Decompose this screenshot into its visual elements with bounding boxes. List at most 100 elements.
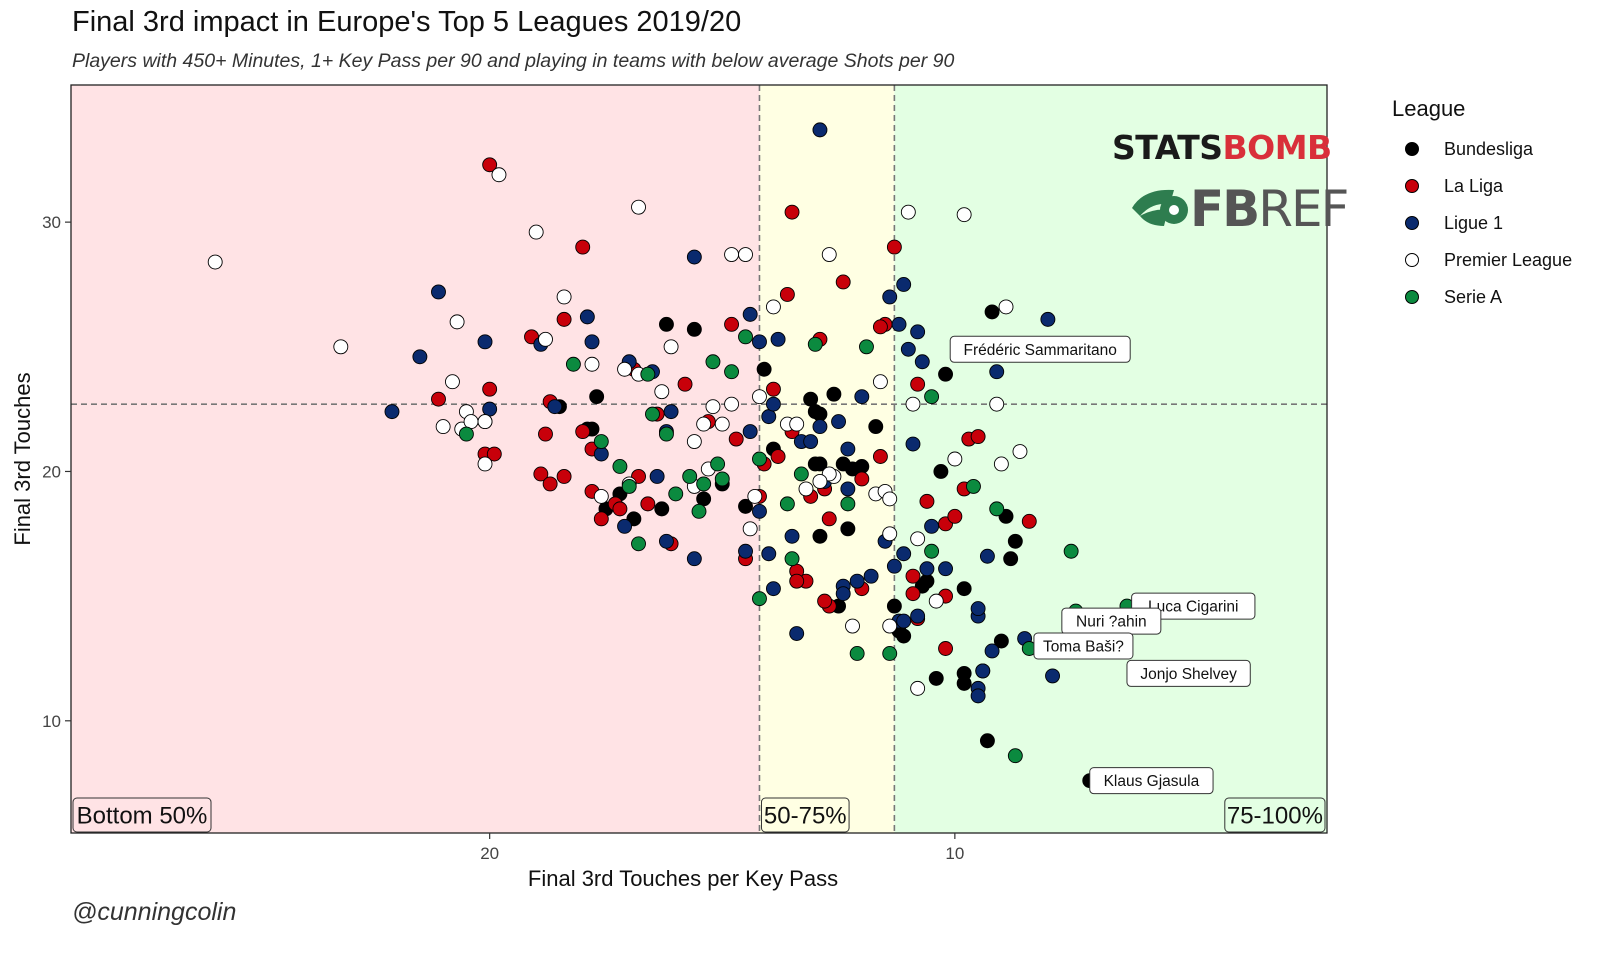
- data-point-premier-league: [872, 374, 888, 390]
- legend-dot-la-liga: [1405, 179, 1419, 193]
- zone-label-box: [1224, 797, 1326, 833]
- data-point-premier-league: [947, 451, 963, 467]
- data-point-ligue-1: [761, 546, 777, 562]
- data-point-premier-league: [752, 389, 767, 405]
- data-point-la-liga: [593, 511, 609, 527]
- data-point-la-liga: [542, 476, 558, 492]
- data-point-serie-a: [696, 476, 712, 492]
- data-point-premier-league: [882, 491, 898, 507]
- data-point-serie-a: [631, 536, 646, 552]
- annotation-box: [1131, 592, 1256, 620]
- data-point-ligue-1: [384, 404, 400, 420]
- legend-item-serie-a: Serie A: [1405, 283, 1502, 311]
- legend-item-la-liga: La Liga: [1405, 172, 1503, 200]
- data-point-premier-league: [449, 314, 465, 330]
- data-point-premier-league: [928, 593, 944, 609]
- data-point-premier-league: [333, 339, 349, 355]
- data-point-premier-league: [798, 481, 814, 497]
- data-point-serie-a: [710, 456, 726, 472]
- annotation-label: Luca Cigarini: [1148, 599, 1238, 616]
- legend-label-premier-league: Premier League: [1444, 249, 1573, 270]
- data-point-ligue-1: [812, 122, 828, 138]
- zone-label: 50-75%: [764, 803, 847, 830]
- data-point-la-liga: [482, 381, 498, 397]
- data-point-la-liga: [821, 511, 837, 527]
- data-point-la-liga: [910, 376, 926, 392]
- y-tick-label: 10: [42, 712, 61, 731]
- data-point-serie-a: [738, 329, 753, 345]
- data-point-ligue-1: [919, 561, 935, 577]
- data-point-bundesliga: [835, 456, 851, 472]
- data-point-serie-a: [668, 486, 684, 502]
- data-point-serie-a: [705, 354, 721, 370]
- data-point-la-liga: [817, 593, 833, 609]
- data-point-premier-league: [747, 488, 763, 504]
- annotation-label: Nuri ?ahin: [1076, 614, 1147, 631]
- annotation-label: Toma Baši?: [1043, 639, 1124, 656]
- data-point-ligue-1: [896, 546, 912, 562]
- data-point-premier-league: [714, 416, 730, 432]
- data-point-la-liga: [854, 471, 870, 487]
- data-point-la-liga: [905, 568, 921, 584]
- data-point-premier-league: [705, 399, 721, 415]
- data-point-ligue-1: [686, 249, 702, 265]
- data-point-premier-league: [905, 396, 921, 412]
- data-point-serie-a: [682, 469, 698, 484]
- data-point-bundesliga: [812, 456, 828, 472]
- data-point-ligue-1: [784, 528, 800, 544]
- statsbomb-logo-text-b: BOMB: [1222, 128, 1332, 167]
- data-point-ligue-1: [863, 568, 879, 584]
- data-point-premier-league: [696, 416, 712, 432]
- data-point-premier-league: [724, 396, 740, 412]
- data-point-premier-league: [789, 416, 805, 432]
- annotation-box: [1126, 659, 1251, 687]
- data-point-ligue-1: [789, 626, 805, 641]
- data-point-la-liga: [431, 391, 446, 407]
- data-point-bundesliga: [756, 361, 772, 377]
- data-point-ligue-1: [742, 424, 758, 440]
- data-point-ligue-1: [482, 401, 498, 417]
- data-point-serie-a: [714, 471, 730, 487]
- data-point-serie-a: [924, 543, 940, 559]
- data-point-premier-league: [845, 618, 860, 634]
- data-point-bundesliga: [696, 491, 712, 507]
- data-point-ligue-1: [914, 354, 930, 370]
- data-point-serie-a: [989, 501, 1005, 517]
- data-point-la-liga: [728, 431, 744, 447]
- data-point-serie-a: [593, 434, 609, 449]
- data-point-premier-league: [989, 396, 1005, 412]
- fbref-logo-text-b: REF: [1258, 180, 1349, 238]
- data-point-la-liga: [947, 508, 963, 524]
- data-point-bundesliga: [886, 598, 902, 614]
- legend-dot-premier-league: [1405, 253, 1419, 267]
- data-point-premier-league: [538, 331, 553, 347]
- data-point-bundesliga: [840, 521, 856, 537]
- data-point-la-liga: [575, 239, 591, 255]
- data-point-la-liga: [556, 311, 572, 327]
- data-point-bundesliga: [686, 321, 702, 337]
- data-point-ligue-1: [649, 469, 665, 484]
- data-point-ligue-1: [584, 334, 600, 350]
- data-point-ligue-1: [752, 334, 767, 350]
- data-point-la-liga: [538, 426, 553, 442]
- data-point-bundesliga: [956, 581, 972, 597]
- data-point-bundesliga: [956, 665, 972, 681]
- data-point-premier-league: [765, 299, 781, 315]
- data-point-la-liga: [919, 493, 935, 509]
- data-point-la-liga: [533, 466, 549, 482]
- legend-item-premier-league: Premier League: [1405, 246, 1572, 274]
- data-point-premier-league: [528, 224, 544, 240]
- data-point-serie-a: [882, 646, 898, 661]
- data-point-serie-a: [645, 406, 660, 422]
- zone-label-box: [72, 797, 212, 833]
- data-point-ligue-1: [835, 586, 851, 602]
- fbref-logo-text-a: FB: [1190, 180, 1260, 238]
- data-point-premier-league: [463, 414, 479, 430]
- data-point-la-liga: [486, 446, 502, 462]
- data-point-serie-a: [840, 496, 856, 512]
- data-point-bundesliga: [738, 498, 753, 514]
- data-point-premier-league: [993, 456, 1009, 472]
- data-point-ligue-1: [970, 688, 986, 704]
- data-point-bundesliga: [654, 501, 670, 517]
- data-point-la-liga: [1021, 513, 1037, 529]
